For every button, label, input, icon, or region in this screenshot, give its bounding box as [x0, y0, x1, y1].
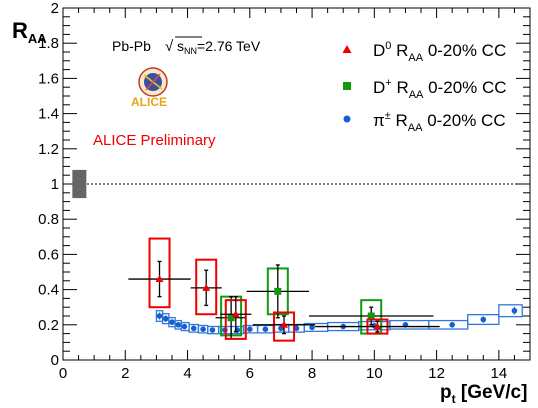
- sys-box: [273, 311, 296, 342]
- x-tick-label: 0: [59, 365, 67, 382]
- dplus-point: [367, 312, 375, 320]
- reference-line-group: [63, 169, 530, 199]
- legend-marker-dplus: [343, 82, 351, 90]
- series-d0: [128, 237, 440, 342]
- pion-point: [156, 313, 163, 319]
- d0-point: [373, 322, 382, 330]
- d0-point: [155, 275, 164, 283]
- y-tick-label: 1.2: [38, 141, 59, 158]
- y-tick-label: 0.4: [38, 282, 59, 299]
- legend-marker-d0: [342, 45, 352, 53]
- axis-ticks: 0 2 4 6 8 10 12 14 0 0.2 0.4 0.6 0.8 1 1.2 1.4 1.6 1.8 2: [38, 0, 531, 382]
- x-axis-title: pt [GeV/c]: [440, 382, 527, 406]
- legend-marker-pion: [343, 115, 351, 123]
- x-tick-label: 14: [491, 365, 508, 382]
- pion-point: [293, 325, 300, 332]
- pion-sys-box: [498, 304, 523, 318]
- pion-point: [162, 315, 169, 322]
- legend-entry-2: π± RAA 0-20% CC: [373, 110, 506, 134]
- x-tick-label: 8: [308, 365, 316, 382]
- pion-point: [175, 322, 181, 328]
- x-tick-label: 4: [183, 365, 191, 382]
- pion-sys-box: [467, 314, 500, 326]
- pion-point: [209, 327, 216, 333]
- x-tick-label: 6: [246, 365, 254, 382]
- y-tick-label: 0.6: [38, 246, 59, 263]
- preliminary-label: ALICE Preliminary: [93, 132, 216, 149]
- data-series: [128, 237, 523, 342]
- y-tick-label: 1: [51, 176, 59, 193]
- alice-logo: ALICE: [131, 67, 168, 109]
- pion-point: [181, 323, 188, 330]
- pion-point: [511, 307, 518, 314]
- energy-text: sNN=2.76 TeV: [177, 38, 261, 56]
- collision-system-label: Pb-Pb: [112, 38, 151, 54]
- legend: D0 RAA 0-20% CC D+ RAA 0-20% CC π± RAA 0-2…: [342, 40, 507, 134]
- y-tick-label: 2: [51, 0, 59, 17]
- energy-label: √ sNN=2.76 TeV: [165, 36, 261, 56]
- pion-point: [309, 324, 315, 331]
- pion-point: [262, 326, 269, 333]
- legend-entry-1: D+ RAA 0-20% CC: [373, 77, 507, 101]
- dplus-point: [274, 287, 282, 295]
- legend-entry-0: D0 RAA 0-20% CC: [373, 40, 506, 64]
- pion-point: [190, 325, 197, 332]
- sys-box: [195, 258, 218, 316]
- logo-text: ALICE: [131, 95, 167, 109]
- y-tick-label: 0: [51, 352, 59, 369]
- y-tick-label: 0.8: [38, 211, 59, 228]
- pion-point: [169, 319, 175, 325]
- d0-point: [280, 320, 289, 328]
- pion-point: [200, 326, 206, 333]
- y-tick-label: 1.8: [38, 35, 59, 52]
- pion-point: [247, 326, 253, 333]
- d0-point: [231, 310, 240, 318]
- pion-point: [480, 316, 487, 323]
- x-tick-label: 2: [121, 365, 129, 382]
- logo-track2-icon: [145, 73, 161, 91]
- dplus-point: [227, 314, 235, 322]
- sqrt-symbol: √: [165, 38, 174, 55]
- y-tick-label: 1.4: [38, 106, 59, 123]
- series-dplus: [215, 264, 434, 340]
- x-tick-label: 12: [428, 365, 445, 382]
- sys-box: [148, 237, 171, 309]
- normalization-uncertainty-box: [72, 169, 87, 199]
- pion-sys-box: [428, 319, 469, 330]
- d0-point: [202, 283, 211, 291]
- x-tick-label: 10: [366, 365, 383, 382]
- pion-sys-box: [389, 319, 430, 330]
- pion-point: [449, 322, 455, 328]
- y-tick-label: 0.2: [38, 317, 59, 334]
- series-pion: [155, 304, 523, 335]
- y-axis-title: RAA: [12, 18, 47, 46]
- y-tick-label: 1.6: [38, 70, 59, 87]
